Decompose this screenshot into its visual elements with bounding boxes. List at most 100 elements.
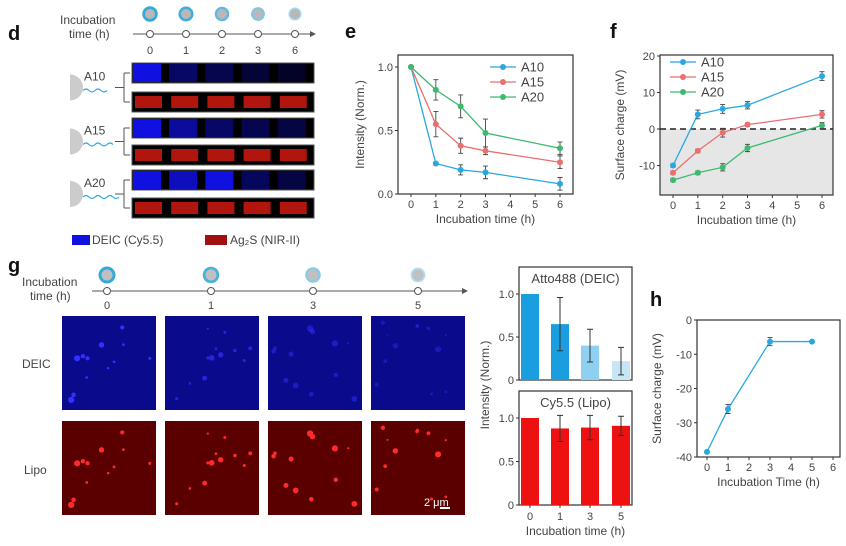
y-axis-label: Intensity (Norm.) — [478, 341, 492, 430]
ligand-chain-icon — [82, 194, 120, 200]
y-axis-label: Intensity (Norm.) — [353, 80, 367, 169]
lipo-spot — [98, 447, 105, 453]
data-point — [457, 166, 464, 173]
lipo-spot — [331, 445, 339, 452]
deic-spot — [120, 325, 125, 330]
g-timeline-title: Incubation — [22, 275, 77, 289]
ag2s-band — [135, 202, 162, 214]
lipo-spot — [188, 487, 192, 490]
data-point — [744, 144, 751, 151]
nanoparticle-core — [205, 269, 217, 281]
panel-label-f: f — [610, 21, 617, 43]
particle-icon — [70, 128, 83, 155]
lipo-spot — [288, 456, 294, 462]
deic-micrograph — [371, 316, 465, 410]
deic-band — [277, 64, 306, 82]
ag2s-band — [279, 149, 307, 161]
negative-region — [660, 129, 833, 195]
deic-band — [205, 64, 234, 82]
timeline-tick-label: 1 — [183, 45, 189, 57]
d-timeline-title: Incubation — [60, 13, 115, 27]
lipo-spot — [271, 453, 276, 459]
group-label: A15 — [84, 124, 106, 138]
x-tick-label: 1 — [725, 462, 731, 474]
deic-spot — [351, 395, 358, 402]
y-tick-label: -30 — [676, 418, 692, 430]
panel-label-d: d — [8, 23, 20, 45]
deic-spot — [206, 356, 210, 360]
lipo-spot — [206, 432, 209, 435]
lipo-micrograph — [62, 421, 156, 515]
y-tick-label: 1.0 — [378, 62, 393, 74]
timeline-node — [309, 287, 317, 295]
deic-spot — [271, 348, 276, 354]
legend-label: A10 — [521, 60, 544, 75]
lipo-spot — [283, 482, 289, 488]
deic-spot — [380, 320, 386, 325]
ag2s-band — [243, 202, 271, 214]
deic-spot — [85, 376, 89, 379]
lipo-micrograph — [371, 421, 465, 515]
legend-marker — [680, 89, 686, 95]
y-tick-label: 0 — [686, 315, 692, 327]
y-tick-label: 0.5 — [378, 126, 393, 138]
y-tick-label: 0.0 — [378, 189, 393, 201]
chart-h: 0 1 2 3 4 5 6 -40 -30 -20 -10 0 Incubation Time (h) S… — [650, 315, 841, 489]
x-axis-label: Incubation time (h) — [526, 524, 625, 538]
data-point — [819, 73, 825, 80]
nanoparticle-core — [145, 9, 155, 19]
data-point — [719, 129, 726, 136]
timeline-node — [146, 30, 154, 38]
y-tick-label: -10 — [639, 161, 655, 173]
deic-spot — [206, 327, 209, 330]
data-point — [719, 164, 726, 171]
deic-spot — [233, 348, 237, 353]
timeline-tick-label: 3 — [310, 300, 316, 312]
lipo-spot — [80, 459, 86, 464]
data-point — [694, 147, 701, 154]
chart-title: Cy5.5 (Lipo) — [540, 395, 611, 410]
bar — [581, 427, 599, 505]
data-point — [482, 130, 489, 137]
y-tick-label: -20 — [676, 384, 692, 396]
ag2s-band — [171, 96, 199, 108]
nanoparticle-core — [253, 9, 263, 19]
data-point — [744, 121, 751, 128]
lipo-spot — [223, 435, 227, 439]
data-point — [719, 105, 726, 112]
data-point — [725, 406, 731, 413]
x-tick-label: 3 — [744, 200, 750, 212]
lipo-spot — [386, 438, 389, 441]
nanoparticle-core — [217, 9, 227, 19]
deic-micrograph — [62, 316, 156, 410]
data-point — [670, 169, 676, 176]
lipo-spot — [85, 481, 89, 484]
y-tick-label: -10 — [676, 349, 692, 361]
legend-label: A20 — [521, 90, 544, 105]
deic-spot — [288, 351, 294, 357]
ligand-chain-icon — [82, 88, 108, 93]
y-tick-label: 0.5 — [499, 332, 514, 344]
y-tick-label: -40 — [676, 452, 692, 464]
deic-spot — [248, 346, 253, 351]
deic-band — [241, 64, 270, 82]
deic-spot — [444, 390, 448, 394]
timeline-tick-label: 5 — [415, 300, 421, 312]
scale-bar-label: 2 μm — [424, 497, 449, 509]
legend-marker — [680, 59, 686, 65]
lipo-spot — [333, 477, 339, 483]
ag2s-band — [207, 96, 235, 108]
y-tick-label: 0 — [508, 375, 514, 387]
timeline-tick-label: 1 — [208, 300, 214, 312]
ligand-chain-icon — [82, 142, 114, 147]
x-tick-label: 1 — [557, 511, 563, 523]
lipo-spot — [74, 460, 81, 467]
y-axis-label: Surface charge (mV) — [650, 333, 664, 444]
x-tick-label: 0 — [670, 200, 676, 212]
deic-spot — [106, 366, 110, 370]
x-tick-label: 5 — [618, 511, 624, 523]
lipo-spot — [217, 457, 224, 463]
legend-label: A10 — [701, 55, 724, 70]
deic-spot — [71, 392, 76, 398]
